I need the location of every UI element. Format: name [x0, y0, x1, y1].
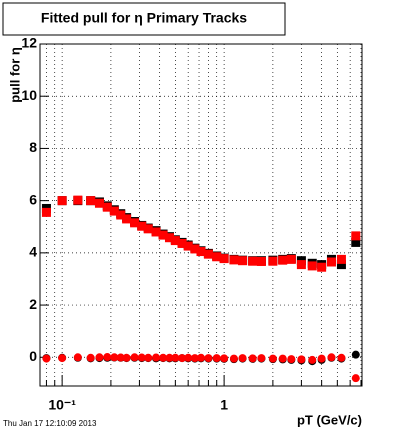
x-axis-label: pT (GeV/c): [297, 412, 362, 427]
data-point: [212, 252, 222, 262]
data-point: [248, 256, 258, 266]
data-point: [110, 353, 119, 362]
data-point: [351, 231, 361, 241]
data-point: [183, 241, 193, 251]
data-point: [351, 374, 360, 383]
data-point: [308, 355, 317, 364]
y-tick-label: 6: [29, 191, 37, 207]
data-point: [164, 233, 174, 243]
data-point: [58, 354, 67, 363]
y-axis-label: pull for η: [7, 47, 22, 103]
data-point: [317, 262, 327, 272]
x-tick-label: 10⁻¹: [48, 397, 76, 413]
data-point: [220, 354, 229, 363]
data-point: [144, 353, 153, 362]
data-point: [204, 354, 213, 363]
title-box: [2, 2, 286, 36]
data-point: [137, 353, 146, 362]
data-point: [336, 254, 346, 264]
y-tick-label: 12: [21, 35, 37, 51]
chart-title: Fitted pull for η Primary Tracks: [41, 10, 247, 26]
data-point: [159, 353, 168, 362]
data-point: [73, 195, 83, 205]
data-point: [122, 353, 131, 362]
data-point: [57, 196, 67, 206]
data-point: [197, 353, 206, 362]
data-point: [287, 355, 296, 364]
timestamp: Thu Jan 17 12:10:09 2013: [3, 419, 97, 428]
y-tick-label: 0: [29, 348, 37, 364]
data-point: [165, 353, 174, 362]
data-point: [190, 354, 199, 363]
data-point: [229, 354, 238, 363]
data-point: [256, 256, 266, 266]
data-point: [122, 214, 132, 224]
data-point: [170, 236, 180, 246]
data-point: [212, 354, 221, 363]
plot-frame: [39, 43, 363, 387]
data-point: [317, 354, 326, 363]
data-point: [130, 218, 140, 228]
data-point: [94, 198, 104, 208]
data-point: [137, 221, 147, 231]
y-tick-label: 2: [29, 296, 37, 312]
data-point: [351, 350, 360, 359]
data-point: [41, 207, 51, 217]
data-point: [297, 355, 306, 364]
data-point: [95, 353, 104, 362]
data-point: [171, 353, 180, 362]
data-point: [73, 353, 82, 362]
data-point: [238, 256, 248, 266]
data-point: [178, 354, 187, 363]
data-point: [86, 196, 96, 206]
data-point: [190, 244, 200, 254]
data-point: [152, 353, 161, 362]
data-point: [337, 353, 346, 362]
data-point: [130, 353, 139, 362]
data-point: [109, 206, 119, 216]
x-tick-label: 1: [220, 397, 228, 413]
data-point: [116, 353, 125, 362]
data-point: [327, 353, 336, 362]
data-point: [103, 353, 112, 362]
y-tick-label: 8: [29, 139, 37, 155]
data-point: [203, 249, 213, 259]
y-tick-label: 4: [29, 244, 37, 260]
data-point: [268, 354, 277, 363]
data-point: [238, 354, 247, 363]
data-point: [278, 354, 287, 363]
data-point: [116, 210, 126, 220]
data-point: [296, 260, 306, 270]
data-point: [248, 354, 257, 363]
data-point: [196, 247, 206, 257]
data-point: [86, 353, 95, 362]
data-point: [151, 227, 161, 237]
data-point: [257, 354, 266, 363]
data-point: [219, 254, 229, 264]
data-point: [229, 255, 239, 265]
y-tick-label: 10: [21, 87, 37, 103]
data-point: [307, 261, 317, 271]
data-point: [42, 354, 51, 363]
data-point: [278, 255, 288, 265]
data-point: [336, 260, 346, 270]
data-point: [268, 256, 278, 266]
data-point: [158, 230, 168, 240]
data-point: [184, 353, 193, 362]
data-point: [143, 224, 153, 234]
data-point: [102, 202, 112, 212]
data-point: [286, 254, 296, 264]
data-point: [177, 238, 187, 248]
data-point: [326, 257, 336, 267]
data-point: [351, 237, 361, 247]
